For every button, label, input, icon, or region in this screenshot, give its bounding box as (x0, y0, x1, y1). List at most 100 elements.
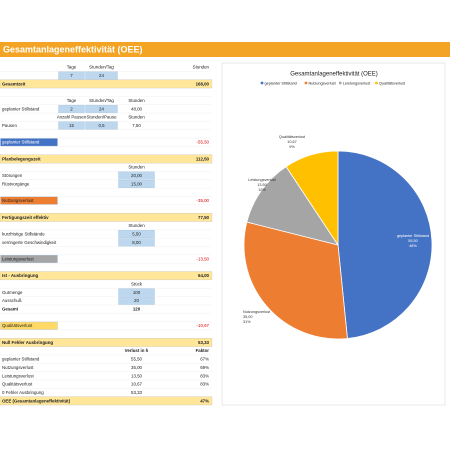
cell-fill (0, 196, 58, 205)
cell-text: 55,50 (131, 357, 143, 362)
cell-text: Stunden (128, 115, 145, 120)
data-label-value: 13,50 (257, 183, 267, 187)
cell-text: Qualitätsverlust (2, 323, 33, 328)
cell-text: Stunden (128, 223, 145, 228)
cell-text: Stunden (193, 65, 210, 70)
cell-fill (85, 104, 118, 113)
row-fill (0, 396, 213, 406)
cell-fill (58, 121, 85, 130)
cell-fill (58, 71, 85, 80)
pie-slice (285, 150, 339, 247)
cell-fill (85, 121, 118, 130)
cell-fill (58, 104, 85, 113)
data-label-value: 35,00 (243, 315, 253, 319)
cell-text: Tage (67, 65, 77, 70)
cell-text: Stunden (128, 165, 145, 170)
cell-fill (118, 288, 155, 297)
cell-text: geplanter Stillstand (2, 140, 40, 145)
cell-text: 7 (70, 73, 73, 78)
cell-text: 120 (133, 307, 141, 312)
cell-text: Tage (67, 98, 77, 103)
data-label-value: 55,50 (408, 239, 418, 243)
cell-text: geplanter Stillstand (2, 357, 40, 362)
cell-fill (0, 138, 58, 147)
cell-text: 2 (70, 106, 73, 111)
cell-text: -13,50 (197, 256, 210, 261)
cell-text: verringerte Geschwindigkeit (2, 240, 57, 245)
cell-text: 8,00 (132, 240, 141, 245)
cell-text: Null Fehler Ausbringung (2, 340, 53, 345)
cell-text: Faktor (196, 348, 210, 353)
cell-text: 53,33 (198, 340, 210, 345)
data-label-percent: 9% (289, 145, 295, 149)
cell-text: 47% (200, 398, 209, 403)
data-label-name: geplanter Stillstand (397, 234, 429, 238)
cell-fill (118, 296, 155, 305)
cell-text: -35,00 (197, 198, 210, 203)
cell-text: 77,50 (198, 215, 210, 220)
cell-text: Stunden/Tag (89, 98, 114, 103)
legend-marker (260, 81, 264, 85)
cell-text: -10,67 (197, 323, 210, 328)
cell-text: Ausschuß (2, 298, 22, 303)
legend-label: geplanter Stillstand (265, 81, 297, 85)
legend-marker (338, 81, 342, 85)
cell-text: 15,00 (131, 181, 143, 186)
cell-text: Störungen (2, 173, 23, 178)
legend-label: Nutzungsverlust (309, 81, 337, 85)
cell-fill (118, 180, 155, 188)
cell-fill (85, 71, 118, 80)
data-label-name: Qualitätsverlust (279, 135, 306, 139)
chart-title: Gesamtanlageneffektivität (OEE) (290, 72, 378, 78)
sheet: Tage Stunden/Tag Stunden 7 24 Gesamtzeit 168,0… (0, 65, 213, 406)
cell-text: 53,33 (131, 390, 143, 395)
cell-text: Rüstvorgänge (2, 181, 30, 186)
cell-text: 83% (200, 373, 209, 378)
chart: geplanter Stillstand Nutzungsverlust Leist… (243, 81, 433, 340)
cell-text: Pausen (2, 123, 17, 128)
cell-text: 20 (134, 298, 139, 303)
cell-fill (0, 321, 58, 330)
data-label-percent: 48% (409, 244, 417, 248)
cell-text: Ist - Ausbringung (2, 273, 38, 278)
cell-text: 5,50 (132, 231, 141, 236)
cell-text: Verlust in h (125, 348, 149, 353)
cell-text: Nutzungsverlust (2, 365, 34, 370)
cell-text: Stunden/Tag (89, 65, 114, 70)
cell-text: Gutmenge (2, 290, 23, 295)
cell-text: OEE (Gesamtanlageneffektivität) (2, 398, 71, 403)
cell-text: Stunden (128, 98, 145, 103)
row-fill (0, 212, 213, 222)
pie-slice (243, 221, 348, 340)
cell-text: 0 Fehler Ausbringung (2, 390, 44, 395)
pie-slice (337, 150, 433, 339)
cell-text: 7,50 (132, 123, 141, 128)
legend-marker (375, 81, 378, 85)
cell-text: Leistungsverlust (2, 373, 35, 378)
cell-fill (0, 255, 58, 263)
cell-text: Qualitätsverlust (2, 382, 33, 387)
cell-text: Planbelegungszeit (2, 156, 41, 161)
row-fill (0, 338, 213, 347)
cell-text: Gesamtzeit (2, 81, 26, 86)
legend-label: Qualitätsverlust (379, 81, 406, 85)
cell-text: Stück (131, 282, 143, 287)
data-label-name: Leistungsverlust (248, 178, 276, 182)
legend-marker (304, 81, 308, 85)
row-fill (0, 154, 213, 164)
cell-text: Stunden/Pause (86, 115, 117, 120)
cell-text: Gesamt (2, 307, 19, 312)
cell-text: 100 (133, 290, 141, 295)
cell-fill (118, 238, 155, 247)
row-fill (0, 271, 213, 281)
cell-fill (118, 171, 155, 180)
row-fill (0, 79, 213, 89)
data-label-name: Nutzungsverlust (243, 310, 271, 314)
cell-text: 0,5 (98, 123, 105, 128)
cell-text: Nutzungsverlust (2, 198, 34, 203)
cell-text: 112,50 (196, 156, 210, 161)
cell-text: 48,00 (131, 106, 143, 111)
cell-text: 67% (200, 357, 209, 362)
cell-text: kurzfristige Stillstände (2, 231, 45, 236)
